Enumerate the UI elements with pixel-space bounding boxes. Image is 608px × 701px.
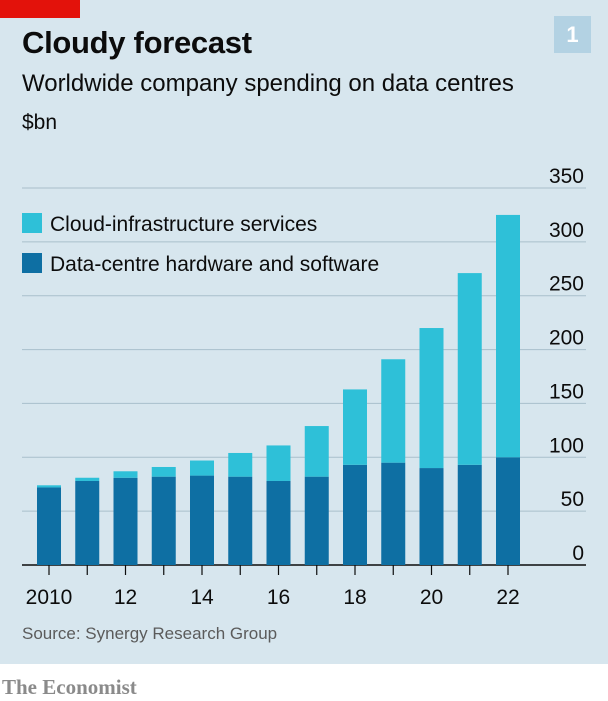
brand-red-tab <box>0 0 80 18</box>
y-tick-label: 150 <box>549 380 584 403</box>
bar-cloud <box>37 485 61 488</box>
bar-cloud <box>266 445 291 481</box>
y-tick-label: 100 <box>549 434 584 457</box>
chart-title: Cloudy forecast <box>22 25 252 60</box>
x-axis-ticks: 2010 12 14 16 18 20 22 <box>26 565 520 609</box>
bar-cloud <box>228 452 253 477</box>
y-tick-label: 50 <box>561 488 584 511</box>
bar-cloud <box>304 426 329 477</box>
bar-hardware <box>419 468 444 565</box>
bar-hardware <box>151 476 176 565</box>
grid-lines <box>22 187 586 566</box>
legend-label-cloud: Cloud-infrastructure services <box>50 213 317 236</box>
chart-unit: $bn <box>22 111 58 134</box>
bar-cloud <box>419 328 444 469</box>
bar-cloud <box>381 359 406 463</box>
y-tick-label: 250 <box>549 273 584 296</box>
bars <box>37 214 520 565</box>
y-tick-label: 300 <box>549 219 584 242</box>
source-note: Source: Synergy Research Group <box>22 624 278 643</box>
bar-cloud <box>113 471 138 478</box>
stacked-bar-chart: 0 50 100 150 200 250 300 350 2010 12 14 16 18 20 22 C… <box>22 165 586 609</box>
y-axis-ticks: 0 50 100 150 200 250 300 350 <box>549 165 584 565</box>
bar-hardware <box>190 475 214 565</box>
bar-cloud <box>75 477 100 481</box>
bar-cloud <box>190 460 214 476</box>
bar-hardware <box>228 476 253 565</box>
x-tick-label: 18 <box>343 586 366 609</box>
bar-cloud <box>457 273 482 465</box>
x-tick-label: 16 <box>267 586 290 609</box>
bar-hardware <box>457 464 482 565</box>
legend-swatch-cloud <box>22 213 42 233</box>
legend-label-hardware: Data-centre hardware and software <box>50 253 379 276</box>
bar-hardware <box>75 480 100 565</box>
bar-hardware <box>496 457 520 565</box>
publisher-brand: The Economist <box>2 675 137 699</box>
x-tick-label: 20 <box>420 586 443 609</box>
bar-hardware <box>343 464 367 565</box>
bar-cloud <box>343 389 367 465</box>
legend: Cloud-infrastructure services Data-centr… <box>22 213 379 276</box>
chart-number-badge: 1 <box>554 16 591 53</box>
x-tick-label: 22 <box>496 586 519 609</box>
legend-swatch-hardware <box>22 253 42 273</box>
x-tick-label: 12 <box>114 586 137 609</box>
bar-hardware <box>266 480 291 565</box>
y-tick-label: 0 <box>572 542 584 565</box>
x-tick-label: 14 <box>190 586 214 609</box>
bar-cloud <box>151 466 176 477</box>
y-tick-label: 200 <box>549 327 584 350</box>
bar-hardware <box>37 487 61 565</box>
y-tick-label: 350 <box>549 165 584 188</box>
bar-hardware <box>113 477 138 565</box>
chart-subtitle: Worldwide company spending on data centr… <box>22 70 514 97</box>
bar-hardware <box>304 476 329 565</box>
bar-cloud <box>496 214 520 458</box>
bar-hardware <box>381 462 406 565</box>
x-tick-label: 2010 <box>26 586 73 609</box>
